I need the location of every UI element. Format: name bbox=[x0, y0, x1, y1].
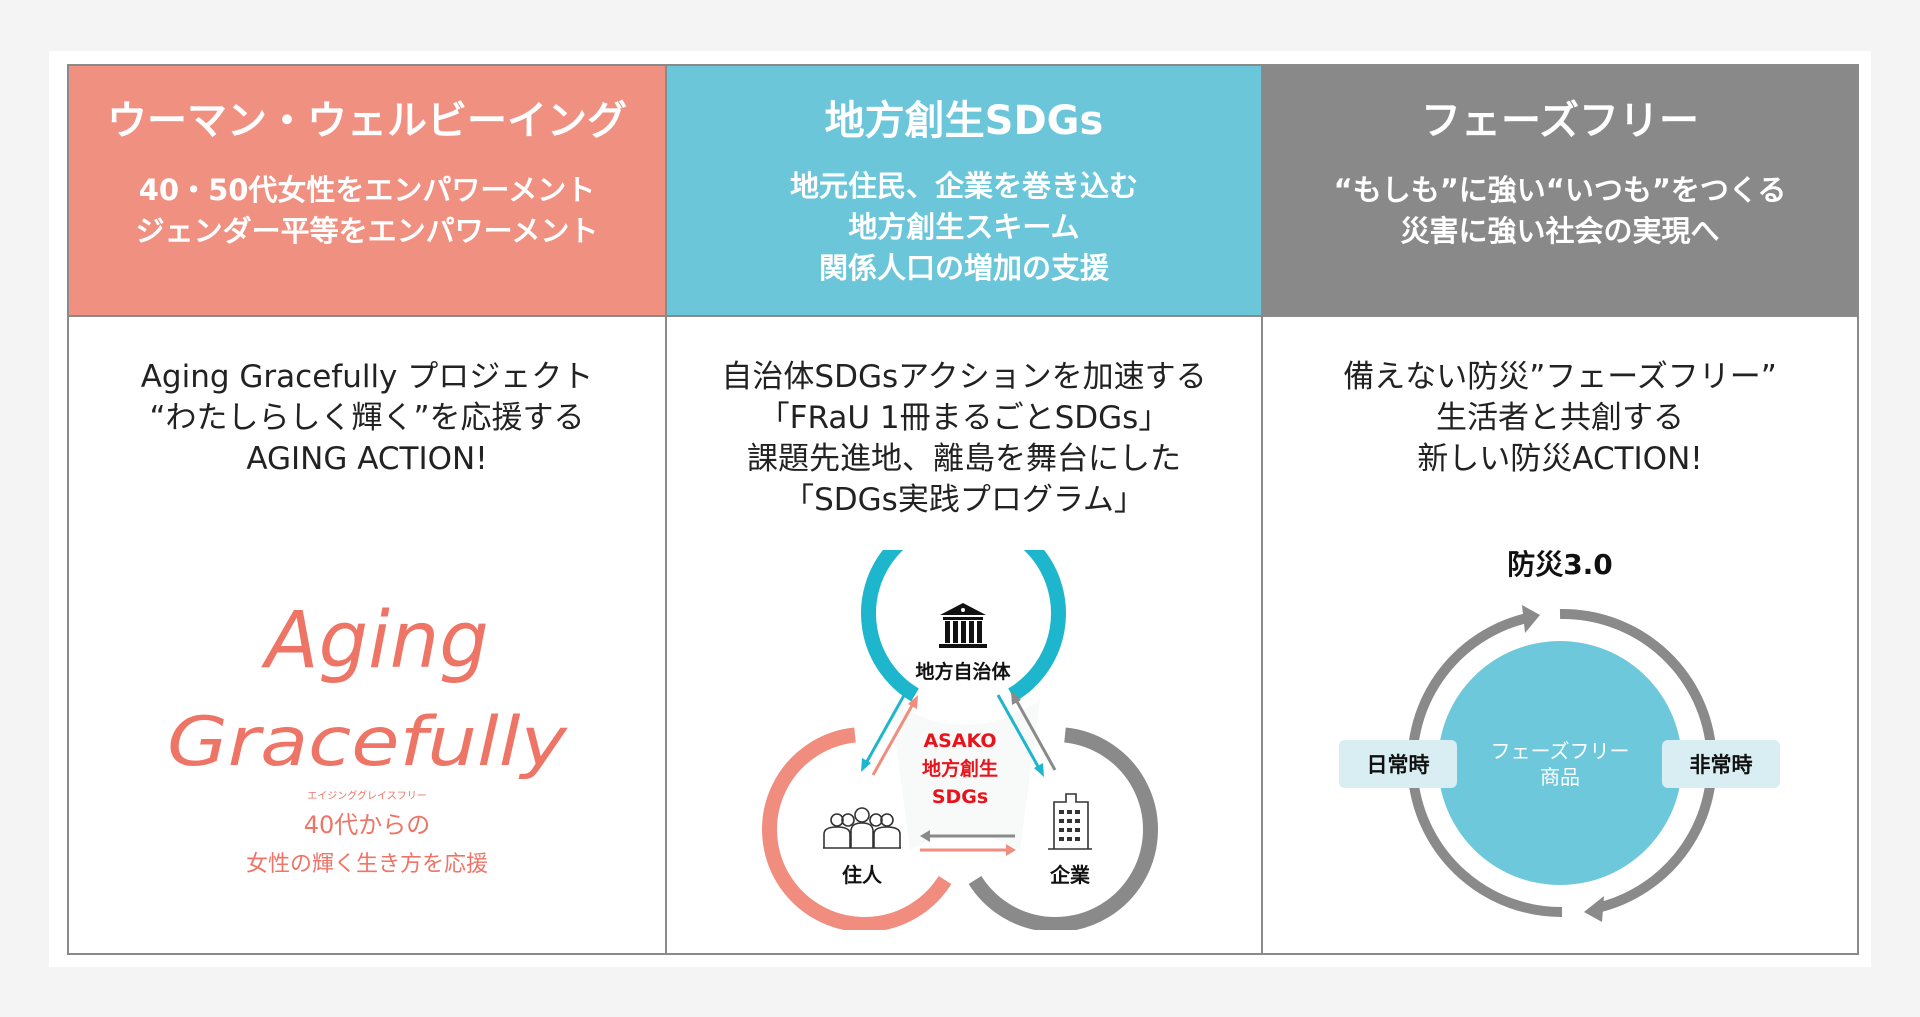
body-line: 自治体SDGsアクションを加速する bbox=[721, 359, 1207, 395]
column-header: ウーマン・ウェルビーイング 40・50代女性をエンパワーメント ジェンダー平等を… bbox=[69, 66, 665, 317]
residents-label: 住人 bbox=[842, 863, 883, 887]
column-body: 自治体SDGsアクションを加速する 「FRaU 1冊まるごとSDGs」 課題先進… bbox=[667, 317, 1261, 953]
body-line: Aging Gracefully プロジェクト bbox=[140, 359, 594, 395]
people-group-icon bbox=[823, 807, 901, 849]
bank-building-icon bbox=[939, 603, 987, 648]
arrowhead bbox=[908, 695, 918, 709]
column-subtitle-line: “もしも”に強い“いつも”をつくる bbox=[1333, 173, 1787, 207]
arrow-residents-to-gov bbox=[871, 701, 916, 776]
column-title: 地方創生SDGs bbox=[824, 98, 1104, 144]
body-line: AGING ACTION! bbox=[246, 441, 488, 477]
arrowhead bbox=[920, 830, 930, 842]
phase-free-circle bbox=[1438, 641, 1682, 885]
arrowhead bbox=[1034, 763, 1044, 777]
diagram-title: 防災3.0 bbox=[1507, 548, 1613, 581]
center-label-line: 商品 bbox=[1540, 765, 1580, 789]
body-line: 新しい防災ACTION! bbox=[1417, 441, 1703, 477]
column-subtitle-line: 地元住民、企業を巻き込む bbox=[789, 169, 1138, 203]
column-subtitle-line: 関係人口の増加の支援 bbox=[818, 251, 1109, 285]
arrow-gov-to-companies bbox=[996, 694, 1042, 771]
column-phase-free: フェーズフリー “もしも”に強い“いつも”をつくる 災害に強い社会の実現へ 備え… bbox=[1261, 66, 1857, 953]
comparison-table: ウーマン・ウェルビーイング 40・50代女性をエンパワーメント ジェンダー平等を… bbox=[67, 64, 1859, 955]
residents-ring bbox=[762, 727, 952, 930]
arrowhead bbox=[1006, 844, 1016, 856]
column-subtitle-line: 災害に強い社会の実現へ bbox=[1400, 214, 1720, 248]
logo-tagline-1: 40代からの bbox=[304, 811, 431, 839]
logo-ruby: エイジンググレイスフリー bbox=[307, 789, 427, 802]
column-subtitle-line: ジェンダー平等をエンパワーメント bbox=[135, 214, 599, 248]
column-subtitle-line: 地方創生スキーム bbox=[848, 210, 1080, 244]
body-line: 生活者と共創する bbox=[1436, 400, 1684, 436]
body-line: 「SDGs実践プログラム」 bbox=[783, 482, 1145, 518]
emergency-label-box bbox=[1662, 740, 1780, 788]
body-line: 備えない防災”フェーズフリー” bbox=[1343, 359, 1777, 395]
arrow-companies-to-gov bbox=[1013, 697, 1057, 771]
column-title: フェーズフリー bbox=[1421, 98, 1699, 144]
overlap-area bbox=[890, 700, 1040, 850]
logo-word-gracefully: Gracefully bbox=[167, 703, 568, 782]
column-regional-sdgs: 地方創生SDGs 地元住民、企業を巻き込む 地方創生スキーム 関係人口の増加の支… bbox=[665, 66, 1261, 953]
column-subtitle-line: 40・50代女性をエンパワーメント bbox=[138, 173, 596, 207]
flow-arrows bbox=[861, 689, 1057, 856]
center-label-line: フェーズフリー bbox=[1491, 739, 1630, 763]
aging-gracefully-logo: Aging Gracefully エイジンググレイスフリー 40代からの 女性の… bbox=[167, 596, 568, 877]
logo-tagline-2: 女性の輝く生き方を応援 bbox=[246, 852, 488, 877]
government-ring bbox=[861, 550, 1066, 702]
logo-word-aging: Aging bbox=[260, 596, 489, 686]
arrowhead bbox=[861, 758, 871, 772]
column-body: 備えない防災”フェーズフリー” 生活者と共創する 新しい防災ACTION! 防災… bbox=[1263, 317, 1857, 953]
arrow-gov-to-residents bbox=[863, 689, 909, 766]
office-building-icon bbox=[1048, 793, 1092, 850]
companies-ring bbox=[968, 727, 1158, 930]
column-title: ウーマン・ウェルビーイング bbox=[107, 98, 627, 144]
column-body: Aging Gracefully プロジェクト “わたしらしく輝く”を応援する … bbox=[69, 317, 665, 953]
daily-label-box bbox=[1339, 740, 1457, 788]
arrowhead bbox=[1584, 896, 1604, 922]
column-header: フェーズフリー “もしも”に強い“いつも”をつくる 災害に強い社会の実現へ bbox=[1263, 66, 1857, 317]
column-woman-wellbeing: ウーマン・ウェルビーイング 40・50代女性をエンパワーメント ジェンダー平等を… bbox=[69, 66, 665, 953]
companies-label: 企業 bbox=[1049, 863, 1091, 887]
body-line: 課題先進地、離島を舞台にした bbox=[747, 441, 1181, 477]
center-label-line: ASAKO bbox=[923, 730, 996, 752]
center-label-line: 地方創生 bbox=[922, 757, 998, 780]
phase-free-cycle-diagram: 防災3.0 フェーズフリー 商品 日常時 非常時 bbox=[1339, 548, 1780, 922]
government-label: 地方自治体 bbox=[915, 660, 1011, 683]
column-header: 地方創生SDGs 地元住民、企業を巻き込む 地方創生スキーム 関係人口の増加の支… bbox=[667, 66, 1261, 317]
stakeholder-diagram: 地方自治体 ASAKO 地方創生 SDGs bbox=[762, 550, 1158, 930]
arrowhead bbox=[1522, 605, 1540, 633]
body-line: “わたしらしく輝く”を応援する bbox=[149, 400, 585, 436]
body-line: 「FRaU 1冊まるごとSDGs」 bbox=[758, 400, 1170, 436]
daily-label: 日常時 bbox=[1367, 753, 1430, 777]
center-label-line: SDGs bbox=[932, 786, 988, 808]
arrowhead bbox=[1011, 691, 1021, 705]
emergency-label: 非常時 bbox=[1690, 753, 1753, 777]
